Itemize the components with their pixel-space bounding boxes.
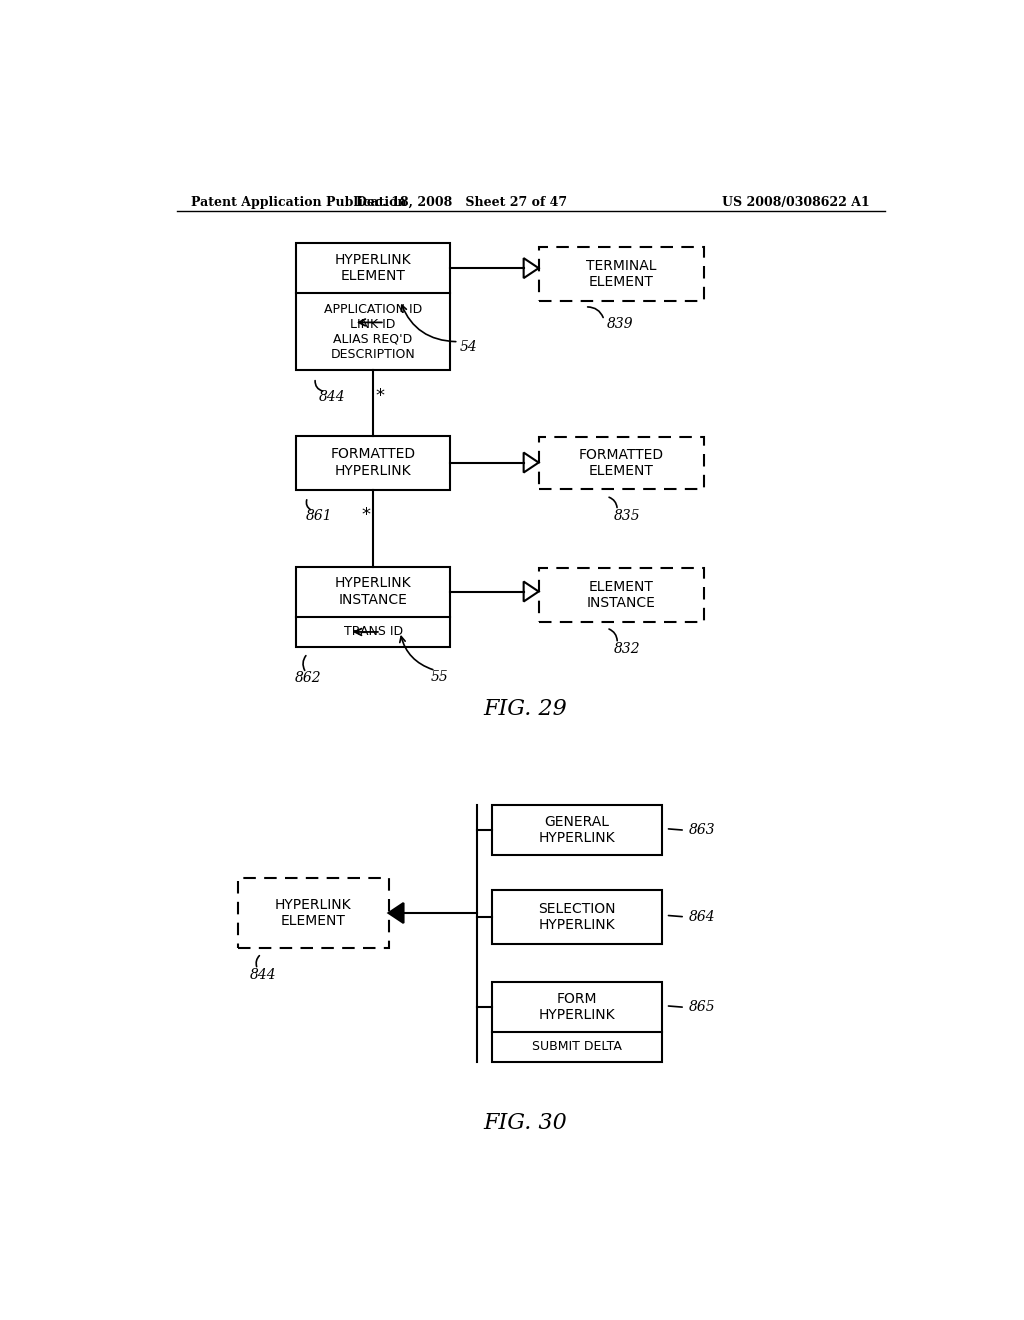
Text: 835: 835 [614, 508, 641, 523]
Bar [493, 982, 662, 1061]
Bar [539, 568, 705, 622]
FancyArrowPatch shape [401, 305, 456, 342]
Text: 863: 863 [689, 824, 716, 837]
Text: Patent Application Publication: Patent Application Publication [190, 195, 407, 209]
Text: 832: 832 [614, 642, 641, 656]
Text: APPLICATION ID
LINK ID
ALIAS REQ'D
DESCRIPTION: APPLICATION ID LINK ID ALIAS REQ'D DESCR… [324, 302, 422, 360]
Text: Dec. 18, 2008   Sheet 27 of 47: Dec. 18, 2008 Sheet 27 of 47 [356, 195, 567, 209]
Bar [493, 805, 662, 855]
Bar [239, 878, 388, 948]
Text: 839: 839 [606, 317, 633, 331]
Text: SELECTION
HYPERLINK: SELECTION HYPERLINK [539, 902, 615, 932]
Text: 864: 864 [689, 909, 716, 924]
FancyArrowPatch shape [588, 308, 603, 318]
Polygon shape [388, 903, 403, 923]
Text: 865: 865 [689, 1001, 716, 1014]
Text: US 2008/0308622 A1: US 2008/0308622 A1 [722, 195, 869, 209]
Text: 844: 844 [319, 391, 346, 404]
Text: *: * [361, 506, 371, 524]
FancyArrowPatch shape [399, 636, 433, 669]
Text: HYPERLINK
INSTANCE: HYPERLINK INSTANCE [335, 577, 412, 607]
FancyArrowPatch shape [303, 656, 306, 671]
Text: 54: 54 [460, 341, 478, 354]
Text: FIG. 30: FIG. 30 [483, 1113, 566, 1134]
Text: *: * [376, 387, 384, 404]
Text: FORMATTED
HYPERLINK: FORMATTED HYPERLINK [331, 447, 416, 478]
FancyArrowPatch shape [609, 630, 617, 640]
Text: FORMATTED
ELEMENT: FORMATTED ELEMENT [579, 447, 664, 478]
Bar [296, 243, 451, 370]
Bar [296, 566, 451, 647]
Text: ELEMENT
INSTANCE: ELEMENT INSTANCE [587, 579, 656, 610]
Text: GENERAL
HYPERLINK: GENERAL HYPERLINK [539, 816, 615, 845]
Text: FORM
HYPERLINK: FORM HYPERLINK [539, 993, 615, 1023]
Text: 55: 55 [431, 669, 449, 684]
Bar [296, 436, 451, 490]
Text: HYPERLINK
ELEMENT: HYPERLINK ELEMENT [335, 253, 412, 284]
Bar [539, 247, 705, 301]
Text: TERMINAL
ELEMENT: TERMINAL ELEMENT [586, 259, 656, 289]
Polygon shape [523, 582, 539, 602]
Polygon shape [523, 259, 539, 279]
FancyArrowPatch shape [609, 498, 617, 507]
Text: SUBMIT DELTA: SUBMIT DELTA [532, 1040, 623, 1053]
FancyArrowPatch shape [256, 956, 259, 966]
Text: HYPERLINK
ELEMENT: HYPERLINK ELEMENT [275, 898, 352, 928]
Polygon shape [523, 453, 539, 473]
Bar [493, 890, 662, 944]
Text: 862: 862 [295, 671, 322, 685]
Text: 861: 861 [306, 510, 333, 524]
Text: FIG. 29: FIG. 29 [483, 698, 566, 719]
Bar [539, 437, 705, 488]
FancyArrowPatch shape [315, 380, 323, 391]
FancyArrowPatch shape [306, 500, 310, 510]
Text: TRANS ID: TRANS ID [343, 626, 402, 639]
Text: 844: 844 [250, 968, 276, 982]
